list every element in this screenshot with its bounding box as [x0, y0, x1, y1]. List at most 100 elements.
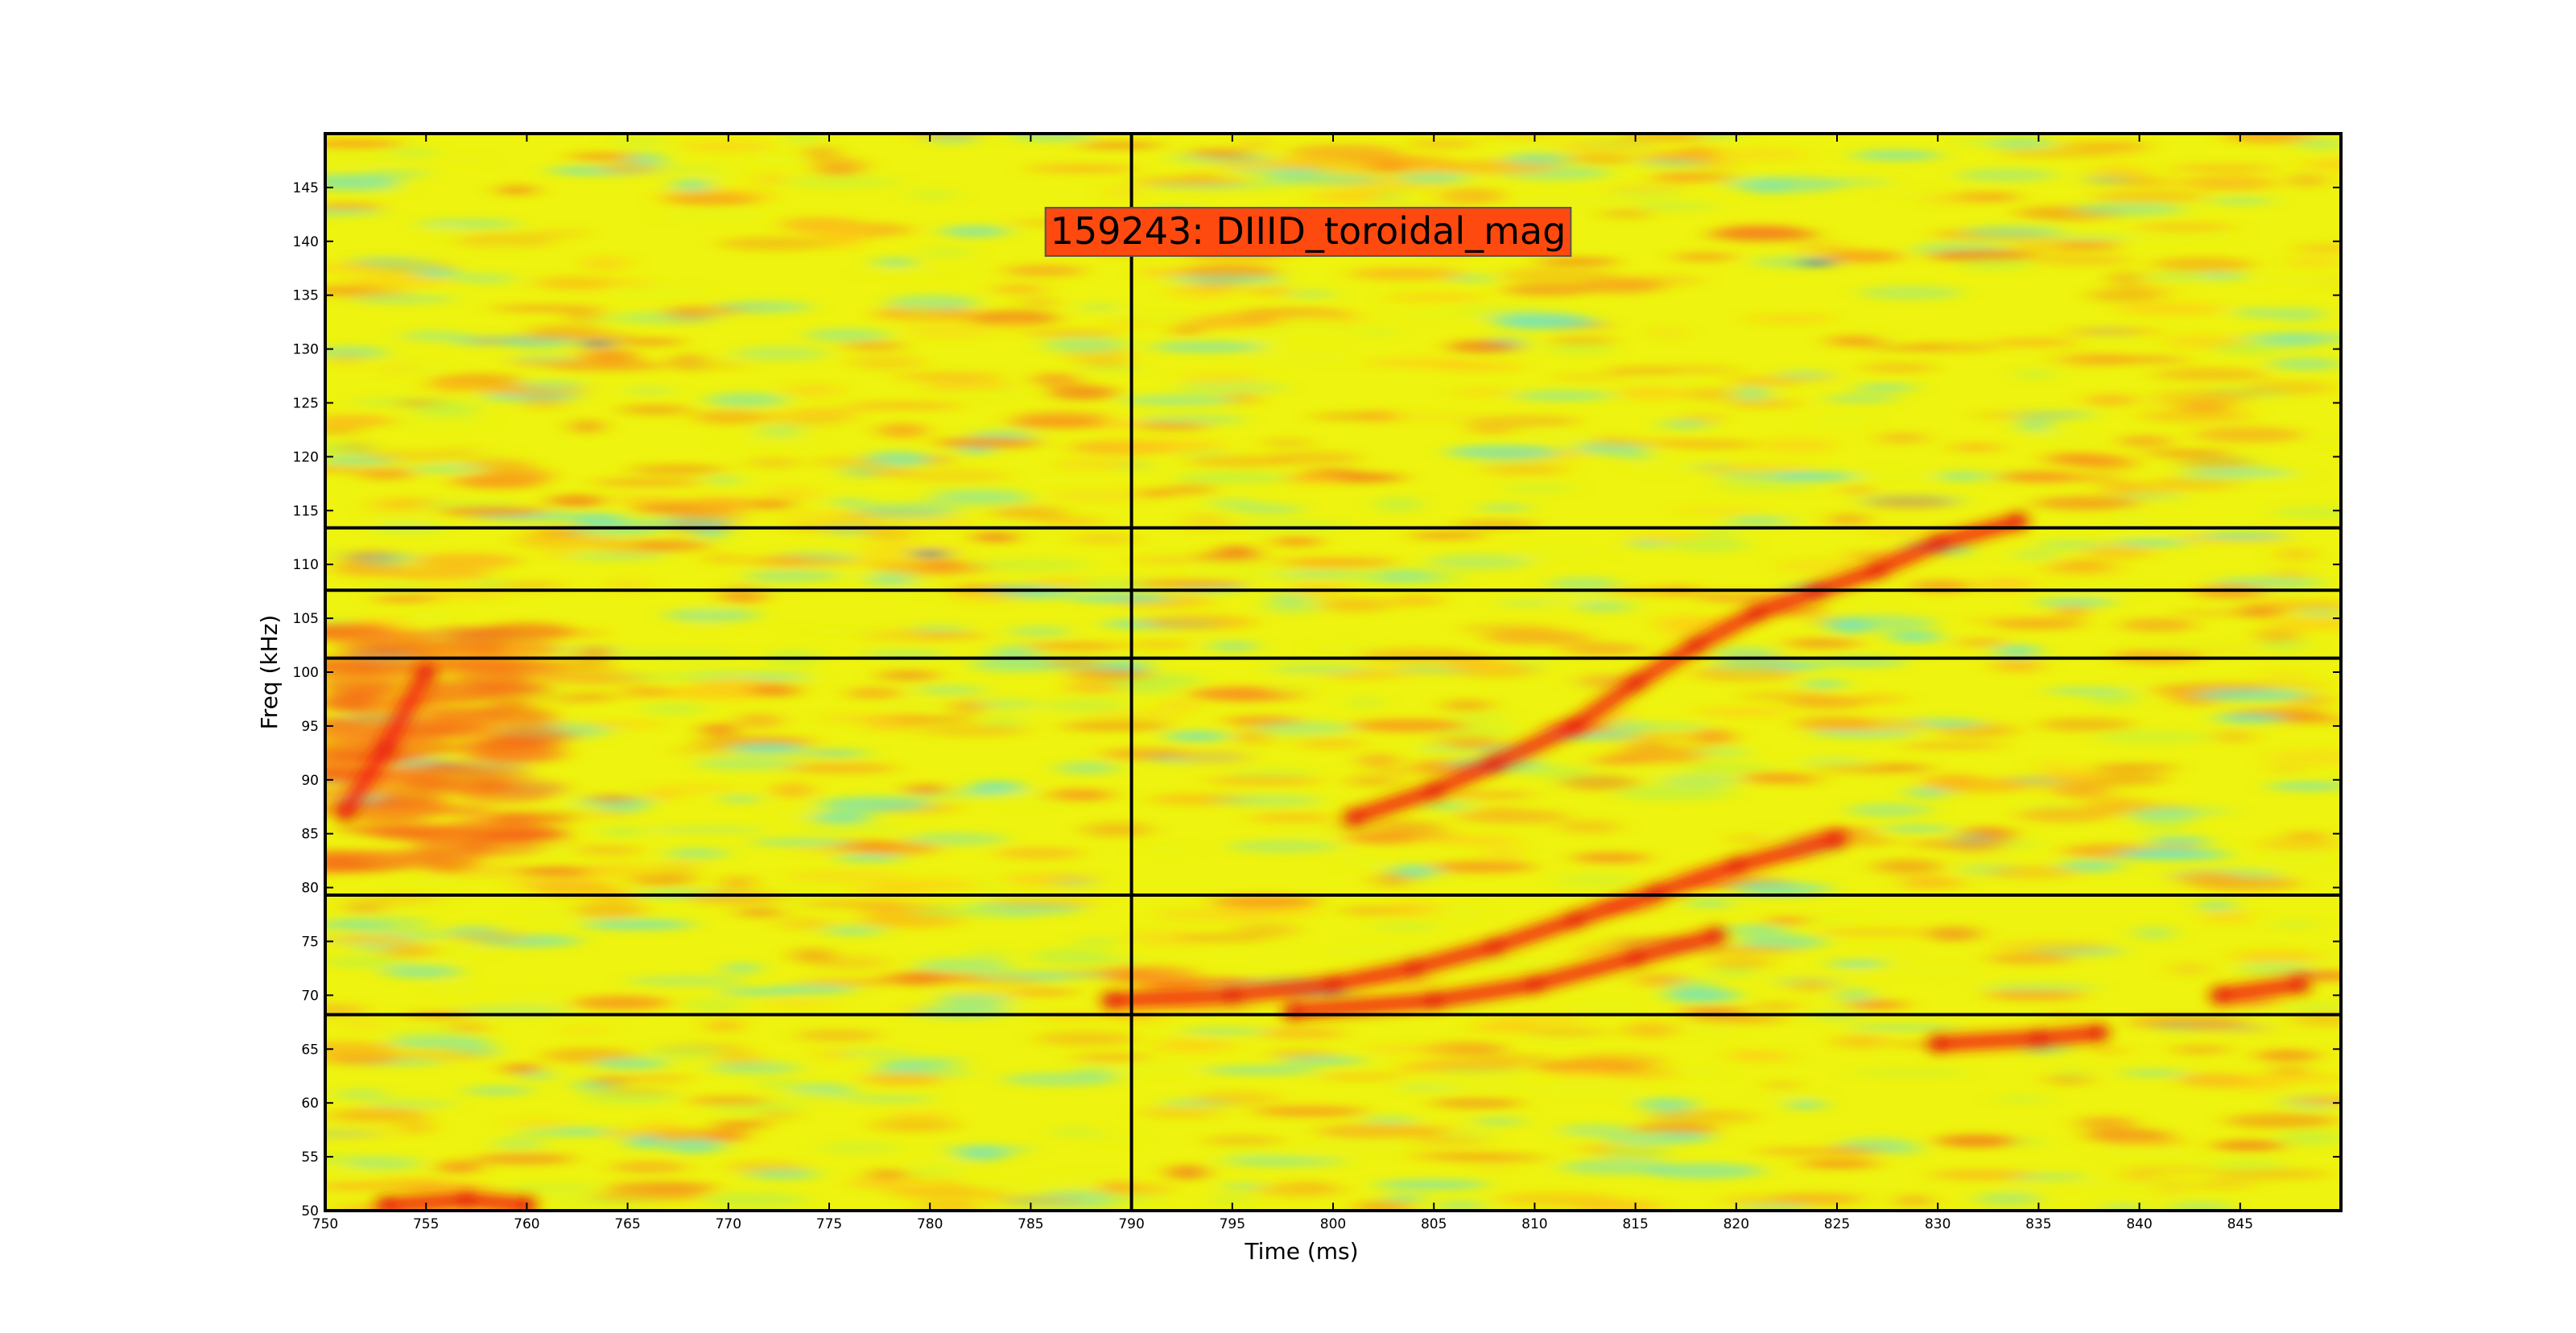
noise-blob — [1318, 597, 1394, 613]
x-tick-label: 785 — [1018, 1216, 1043, 1232]
noise-blob — [2105, 527, 2211, 536]
noise-blob — [1635, 202, 1717, 211]
noise-blob — [1022, 329, 1122, 337]
feature-point — [1424, 781, 1444, 801]
noise-blob — [1899, 877, 1966, 889]
noise-blob — [2034, 761, 2078, 772]
noise-blob — [588, 794, 637, 804]
noise-blob — [325, 1182, 386, 1191]
noise-blob — [620, 1075, 693, 1082]
noise-blob — [385, 360, 450, 377]
noise-blob — [427, 377, 478, 394]
noise-blob — [862, 1072, 944, 1087]
noise-blob — [382, 964, 462, 979]
y-tick-label: 135 — [293, 288, 319, 304]
noise-blob — [544, 1191, 597, 1205]
noise-blob — [1385, 1194, 1424, 1203]
noise-blob — [1958, 258, 2033, 271]
noise-blob — [513, 534, 618, 549]
noise-blob — [2269, 357, 2341, 371]
noise-blob — [692, 602, 727, 613]
noise-blob — [1827, 513, 1870, 526]
noise-blob — [1206, 775, 1323, 786]
noise-blob — [359, 449, 476, 462]
noise-blob — [626, 1134, 663, 1149]
noise-blob — [1844, 965, 1880, 978]
noise-blob — [1447, 340, 1519, 353]
noise-blob — [1314, 642, 1382, 654]
noise-blob — [708, 1128, 749, 1142]
noise-blob — [1789, 978, 1833, 993]
y-tick-label: 145 — [293, 180, 319, 196]
noise-blob — [642, 703, 706, 715]
noise-blob — [414, 402, 481, 417]
noise-blob — [369, 262, 439, 271]
feature-point — [1344, 807, 1364, 827]
noise-blob — [471, 715, 562, 731]
noise-blob — [1560, 1159, 1674, 1175]
noise-blob — [1481, 959, 1574, 970]
noise-blob — [486, 728, 577, 744]
noise-blob — [1137, 267, 1195, 278]
noise-blob — [2144, 449, 2234, 457]
x-axis-ticks: 750 755 760 765 770 775 780 785 790 795 800 805 810 8… — [312, 134, 2253, 1232]
noise-blob — [1409, 1152, 1528, 1160]
noise-blob — [2268, 616, 2341, 631]
noise-blob — [1446, 444, 1562, 460]
noise-blob — [448, 930, 530, 944]
noise-blob — [1992, 659, 2044, 673]
noise-blob — [491, 828, 546, 843]
noise-blob — [1828, 618, 1872, 634]
noise-blob — [996, 848, 1083, 860]
noise-blob — [1130, 555, 1207, 565]
noise-blob — [1373, 189, 1406, 206]
noise-blob — [489, 811, 577, 825]
noise-blob — [2198, 900, 2235, 911]
noise-blob — [1549, 373, 1625, 381]
noise-blob — [2263, 276, 2341, 287]
noise-blob — [1138, 489, 1177, 497]
noise-blob — [1860, 947, 1909, 955]
noise-blob — [1839, 1137, 1915, 1152]
noise-blob — [1033, 662, 1141, 671]
noise-blob — [1963, 225, 2063, 239]
noise-blob — [1441, 658, 1524, 671]
feature-point — [1323, 975, 1343, 995]
noise-blob — [919, 724, 1030, 737]
noise-blob — [1503, 283, 1592, 296]
noise-blob — [1216, 794, 1322, 807]
noise-blob — [1067, 592, 1174, 604]
noise-blob — [1425, 801, 1471, 811]
noise-blob — [706, 1018, 742, 1033]
noise-blob — [371, 508, 436, 525]
noise-blob — [381, 414, 486, 430]
noise-blob — [325, 1041, 397, 1054]
noise-blob — [741, 555, 845, 568]
noise-blob — [2296, 138, 2341, 151]
noise-blob — [2013, 1172, 2087, 1182]
noise-blob — [2202, 910, 2253, 924]
feature-point — [1625, 673, 1645, 693]
noise-blob — [1471, 1021, 1536, 1034]
noise-blob — [1030, 948, 1113, 964]
noise-blob — [1561, 642, 1644, 656]
noise-blob — [464, 1086, 533, 1096]
noise-blob — [1861, 362, 1936, 373]
noise-blob — [1433, 191, 1501, 201]
noise-blob — [497, 750, 569, 761]
noise-blob — [1245, 349, 1348, 366]
noise-blob — [565, 552, 667, 561]
noise-blob — [519, 332, 635, 340]
noise-blob — [1364, 358, 1482, 368]
noise-blob — [760, 999, 836, 1008]
feature-point — [456, 1190, 477, 1210]
noise-blob — [1174, 749, 1251, 765]
noise-blob — [505, 1184, 602, 1192]
noise-blob — [1027, 164, 1137, 173]
noise-blob — [490, 305, 605, 312]
noise-blob — [2118, 435, 2172, 448]
noise-blob — [1170, 324, 1204, 336]
noise-blob — [1104, 971, 1166, 984]
noise-blob — [1165, 730, 1229, 742]
noise-blob — [487, 697, 533, 712]
